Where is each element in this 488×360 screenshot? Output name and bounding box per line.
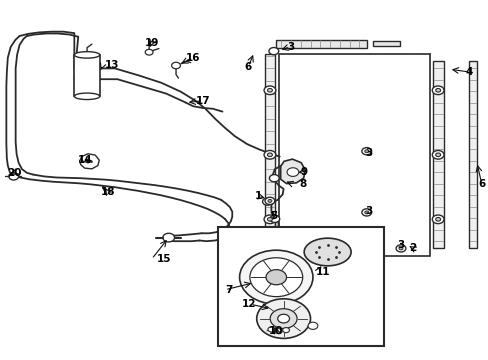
Circle shape [267, 327, 274, 332]
Circle shape [307, 322, 317, 329]
Circle shape [364, 150, 368, 153]
Text: 1: 1 [254, 191, 261, 201]
Text: 4: 4 [465, 67, 472, 77]
Circle shape [431, 150, 443, 159]
Circle shape [267, 153, 272, 157]
Bar [276, 40, 366, 48]
Circle shape [267, 217, 272, 221]
Circle shape [398, 247, 402, 250]
Text: 3: 3 [365, 148, 372, 158]
Circle shape [361, 148, 371, 155]
Text: 3: 3 [397, 240, 404, 250]
Circle shape [395, 245, 405, 252]
Text: 10: 10 [268, 326, 283, 336]
Circle shape [268, 48, 278, 55]
Text: 6: 6 [244, 62, 251, 72]
Circle shape [265, 270, 286, 285]
Bar [264, 54, 274, 256]
Text: 6: 6 [477, 179, 484, 189]
Circle shape [435, 217, 440, 221]
Bar [278, 54, 429, 256]
Circle shape [9, 173, 19, 180]
Text: 16: 16 [185, 53, 200, 63]
Circle shape [435, 153, 440, 157]
Bar [74, 55, 100, 96]
Text: 15: 15 [156, 254, 171, 264]
Circle shape [262, 198, 272, 205]
Circle shape [269, 175, 279, 182]
Text: 7: 7 [224, 285, 232, 295]
Circle shape [163, 233, 174, 242]
Text: 19: 19 [144, 38, 159, 48]
Text: 14: 14 [78, 155, 93, 165]
Ellipse shape [304, 238, 350, 266]
Circle shape [256, 299, 310, 338]
Circle shape [249, 258, 302, 297]
Circle shape [269, 309, 296, 328]
Circle shape [267, 89, 272, 92]
Circle shape [431, 215, 443, 224]
Circle shape [282, 328, 289, 333]
Text: 11: 11 [315, 267, 329, 277]
Circle shape [361, 209, 371, 216]
Circle shape [264, 150, 275, 159]
Polygon shape [280, 159, 305, 184]
Circle shape [269, 215, 279, 222]
Circle shape [286, 168, 298, 176]
Text: 3: 3 [286, 42, 293, 52]
Circle shape [435, 89, 440, 92]
Circle shape [277, 314, 289, 323]
Bar [217, 227, 383, 346]
Ellipse shape [74, 93, 100, 100]
Text: 3: 3 [365, 206, 372, 216]
Bar [372, 41, 399, 46]
Circle shape [275, 329, 282, 334]
Text: 13: 13 [105, 60, 120, 70]
Circle shape [145, 49, 153, 55]
Text: 20: 20 [7, 168, 22, 178]
Bar [468, 61, 476, 248]
Circle shape [431, 86, 443, 95]
Text: 12: 12 [242, 299, 256, 309]
Text: 17: 17 [195, 96, 210, 106]
Circle shape [264, 197, 274, 204]
Circle shape [171, 62, 180, 69]
Circle shape [364, 211, 368, 214]
Circle shape [264, 215, 275, 224]
Circle shape [239, 250, 312, 304]
Text: 18: 18 [100, 187, 115, 197]
Text: 2: 2 [409, 243, 416, 253]
Circle shape [267, 199, 271, 202]
Circle shape [264, 86, 275, 95]
Text: 9: 9 [300, 167, 307, 177]
Ellipse shape [74, 52, 100, 58]
Text: 8: 8 [299, 179, 306, 189]
Text: 5: 5 [270, 211, 277, 221]
Bar [432, 61, 443, 248]
